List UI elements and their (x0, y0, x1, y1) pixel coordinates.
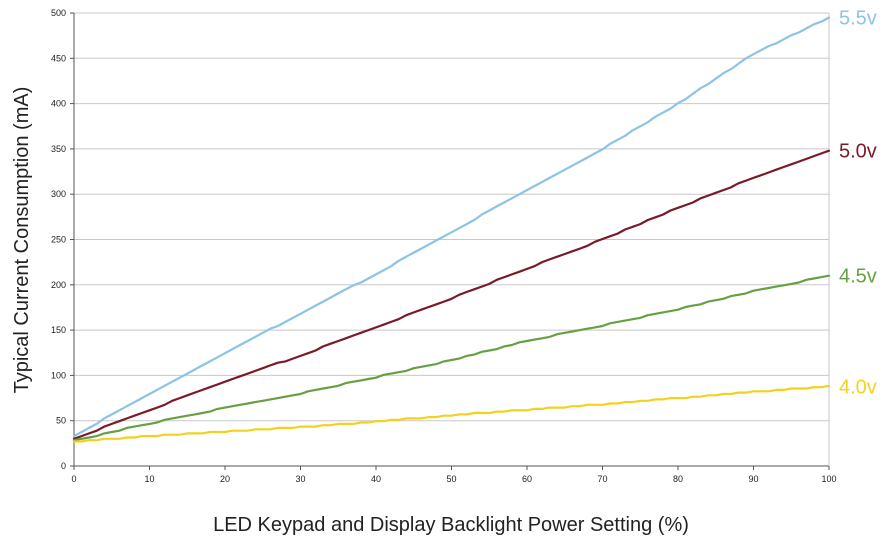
x-tick-label: 40 (371, 474, 381, 484)
y-axis-title: Typical Current Consumption (mA) (11, 87, 33, 394)
series-label-4-0v: 4.0v (839, 376, 877, 398)
y-tick-label: 100 (51, 370, 66, 380)
gridlines (74, 12, 829, 467)
x-tick-label: 100 (821, 474, 836, 484)
y-tick-label: 50 (56, 416, 66, 426)
axes: 0 50 100 150 200 250 300 350 400 450 500 0 10 20 30 40 5… (51, 8, 837, 484)
x-tick-label: 90 (748, 474, 758, 484)
x-axis-title: LED Keypad and Display Backlight Power S… (213, 514, 689, 536)
y-tick-label: 400 (51, 99, 66, 109)
x-tick-label: 80 (673, 474, 683, 484)
x-tick-label: 20 (220, 474, 230, 484)
x-tick-label: 0 (71, 474, 76, 484)
series-line-4-5v (72, 274, 831, 442)
series-end-labels: 5.5v 5.0v 4.5v 4.0v (839, 8, 877, 399)
y-tick-label: 250 (51, 235, 66, 245)
y-tick-label: 500 (51, 8, 66, 18)
series-label-4-5v: 4.5v (839, 266, 877, 288)
series-line-5-5v (72, 16, 831, 438)
y-tick-label: 450 (51, 53, 66, 63)
series-label-5-5v: 5.5v (839, 8, 877, 30)
series-line-4-0v (72, 384, 831, 443)
y-tick-label: 300 (51, 189, 66, 199)
x-tick-label: 50 (446, 474, 456, 484)
y-tick-label: 350 (51, 144, 66, 154)
y-tick-label: 150 (51, 325, 66, 335)
y-tick-label: 0 (61, 461, 66, 471)
x-tick-label: 30 (295, 474, 305, 484)
y-tick-label: 200 (51, 280, 66, 290)
series-label-5-0v: 5.0v (839, 141, 877, 163)
series-line-5-0v (72, 149, 831, 440)
x-tick-label: 70 (597, 474, 607, 484)
series-lines (72, 16, 831, 443)
x-tick-label: 60 (522, 474, 532, 484)
x-tick-label: 10 (144, 474, 154, 484)
